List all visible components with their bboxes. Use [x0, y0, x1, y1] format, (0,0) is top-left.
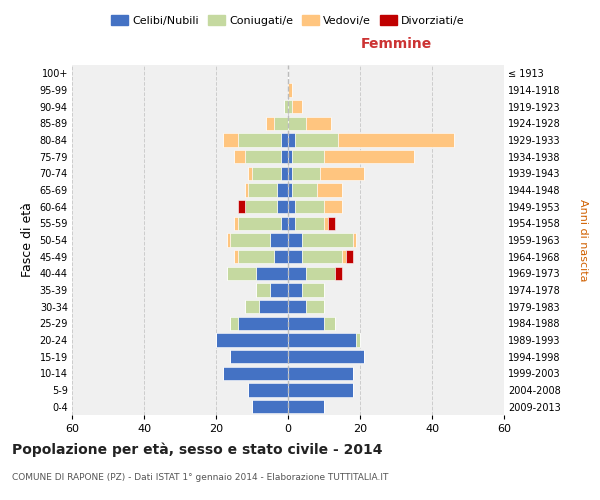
Bar — [248, 184, 277, 196]
Bar — [281, 166, 288, 180]
Bar — [234, 216, 238, 230]
Bar — [256, 284, 270, 296]
Bar — [317, 184, 342, 196]
Bar — [288, 250, 302, 264]
Bar — [288, 150, 292, 164]
Bar — [288, 216, 295, 230]
Bar — [292, 150, 324, 164]
Bar — [266, 116, 274, 130]
Bar — [292, 100, 302, 114]
Bar — [288, 84, 292, 96]
Bar — [238, 316, 288, 330]
Bar — [234, 150, 245, 164]
Bar — [320, 166, 364, 180]
Bar — [288, 316, 324, 330]
Bar — [288, 116, 306, 130]
Bar — [346, 250, 353, 264]
Bar — [245, 150, 281, 164]
Bar — [245, 300, 259, 314]
Bar — [288, 350, 364, 364]
Bar — [288, 200, 295, 213]
Bar — [256, 266, 288, 280]
Bar — [230, 234, 270, 246]
Bar — [288, 234, 302, 246]
Bar — [288, 384, 353, 396]
Bar — [288, 366, 353, 380]
Bar — [295, 200, 324, 213]
Bar — [274, 250, 288, 264]
Bar — [302, 234, 353, 246]
Text: Femmine: Femmine — [361, 37, 431, 51]
Bar — [295, 216, 324, 230]
Bar — [288, 184, 292, 196]
Bar — [223, 134, 238, 146]
Bar — [281, 134, 288, 146]
Bar — [270, 284, 288, 296]
Bar — [223, 366, 288, 380]
Bar — [248, 166, 252, 180]
Bar — [277, 200, 288, 213]
Bar — [238, 200, 245, 213]
Bar — [306, 116, 331, 130]
Bar — [227, 266, 256, 280]
Bar — [270, 234, 288, 246]
Bar — [288, 284, 302, 296]
Bar — [338, 134, 454, 146]
Bar — [324, 216, 328, 230]
Bar — [292, 184, 317, 196]
Legend: Celibi/Nubili, Coniugati/e, Vedovi/e, Divorziati/e: Celibi/Nubili, Coniugati/e, Vedovi/e, Di… — [107, 10, 469, 30]
Bar — [288, 266, 306, 280]
Bar — [324, 150, 414, 164]
Bar — [288, 134, 295, 146]
Bar — [288, 334, 356, 346]
Bar — [227, 234, 230, 246]
Bar — [281, 216, 288, 230]
Bar — [281, 150, 288, 164]
Bar — [234, 250, 238, 264]
Y-axis label: Fasce di età: Fasce di età — [21, 202, 34, 278]
Bar — [295, 134, 338, 146]
Bar — [245, 200, 277, 213]
Bar — [335, 266, 342, 280]
Bar — [274, 116, 288, 130]
Bar — [288, 166, 292, 180]
Bar — [245, 184, 248, 196]
Bar — [238, 134, 281, 146]
Bar — [277, 184, 288, 196]
Bar — [324, 200, 342, 213]
Bar — [356, 334, 360, 346]
Bar — [302, 250, 342, 264]
Bar — [288, 100, 292, 114]
Text: COMUNE DI RAPONE (PZ) - Dati ISTAT 1° gennaio 2014 - Elaborazione TUTTITALIA.IT: COMUNE DI RAPONE (PZ) - Dati ISTAT 1° ge… — [12, 472, 388, 482]
Bar — [288, 300, 306, 314]
Bar — [238, 250, 274, 264]
Bar — [302, 284, 324, 296]
Text: Popolazione per età, sesso e stato civile - 2014: Popolazione per età, sesso e stato civil… — [12, 442, 383, 457]
Bar — [328, 216, 335, 230]
Bar — [288, 400, 324, 413]
Bar — [248, 384, 288, 396]
Bar — [216, 334, 288, 346]
Y-axis label: Anni di nascita: Anni di nascita — [578, 198, 587, 281]
Bar — [292, 166, 320, 180]
Bar — [284, 100, 288, 114]
Bar — [306, 300, 324, 314]
Bar — [324, 316, 335, 330]
Bar — [238, 216, 281, 230]
Bar — [342, 250, 346, 264]
Bar — [252, 400, 288, 413]
Bar — [230, 316, 238, 330]
Bar — [230, 350, 288, 364]
Bar — [252, 166, 281, 180]
Bar — [306, 266, 335, 280]
Bar — [353, 234, 356, 246]
Bar — [259, 300, 288, 314]
